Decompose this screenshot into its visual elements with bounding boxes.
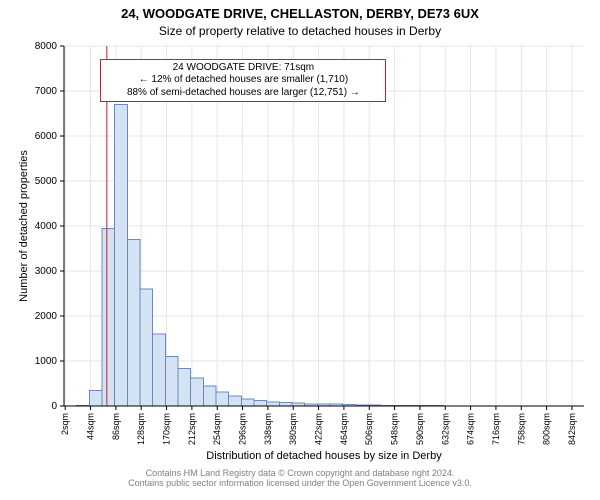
svg-text:5000: 5000 bbox=[35, 176, 58, 187]
svg-text:590sqm: 590sqm bbox=[415, 413, 425, 445]
svg-text:338sqm: 338sqm bbox=[263, 413, 273, 445]
annotation-box: 24 WOODGATE DRIVE: 71sqm ← 12% of detach… bbox=[100, 59, 386, 103]
title-main: 24, WOODGATE DRIVE, CHELLASTON, DERBY, D… bbox=[0, 6, 600, 21]
svg-text:506sqm: 506sqm bbox=[364, 413, 374, 445]
annotation-line3: 88% of semi-detached houses are larger (… bbox=[105, 87, 381, 100]
x-axis-label: Distribution of detached houses by size … bbox=[64, 450, 584, 462]
svg-text:800sqm: 800sqm bbox=[542, 413, 552, 445]
svg-text:212sqm: 212sqm bbox=[187, 413, 197, 445]
annotation-line1: 24 WOODGATE DRIVE: 71sqm bbox=[105, 62, 381, 75]
svg-text:44sqm: 44sqm bbox=[86, 413, 96, 440]
svg-text:8000: 8000 bbox=[35, 41, 58, 52]
svg-text:86sqm: 86sqm bbox=[111, 413, 121, 440]
svg-text:296sqm: 296sqm bbox=[238, 413, 248, 445]
svg-text:548sqm: 548sqm bbox=[390, 413, 400, 445]
footer-text: Contains HM Land Registry data © Crown c… bbox=[0, 468, 600, 488]
svg-text:2sqm: 2sqm bbox=[60, 413, 70, 435]
svg-text:7000: 7000 bbox=[35, 86, 58, 97]
annotation-line2: ← 12% of detached houses are smaller (1,… bbox=[105, 74, 381, 87]
figure: 24, WOODGATE DRIVE, CHELLASTON, DERBY, D… bbox=[0, 0, 600, 500]
svg-text:758sqm: 758sqm bbox=[516, 413, 526, 445]
svg-text:422sqm: 422sqm bbox=[314, 413, 324, 445]
svg-text:842sqm: 842sqm bbox=[567, 413, 577, 445]
title-sub: Size of property relative to detached ho… bbox=[0, 24, 600, 38]
svg-text:632sqm: 632sqm bbox=[440, 413, 450, 445]
svg-text:0: 0 bbox=[51, 401, 57, 412]
svg-text:254sqm: 254sqm bbox=[212, 413, 222, 445]
plot-area: 0100020003000400050006000700080002sqm44s… bbox=[64, 46, 584, 406]
svg-text:2000: 2000 bbox=[35, 311, 58, 322]
svg-text:1000: 1000 bbox=[35, 356, 58, 367]
svg-text:3000: 3000 bbox=[35, 266, 58, 277]
svg-text:6000: 6000 bbox=[35, 131, 58, 142]
svg-text:380sqm: 380sqm bbox=[288, 413, 298, 445]
svg-text:464sqm: 464sqm bbox=[339, 413, 349, 445]
svg-text:716sqm: 716sqm bbox=[491, 413, 501, 445]
svg-text:128sqm: 128sqm bbox=[136, 413, 146, 445]
svg-text:4000: 4000 bbox=[35, 221, 58, 232]
svg-text:674sqm: 674sqm bbox=[466, 413, 476, 445]
y-axis-label: Number of detached properties bbox=[18, 126, 30, 326]
svg-text:170sqm: 170sqm bbox=[162, 413, 172, 445]
